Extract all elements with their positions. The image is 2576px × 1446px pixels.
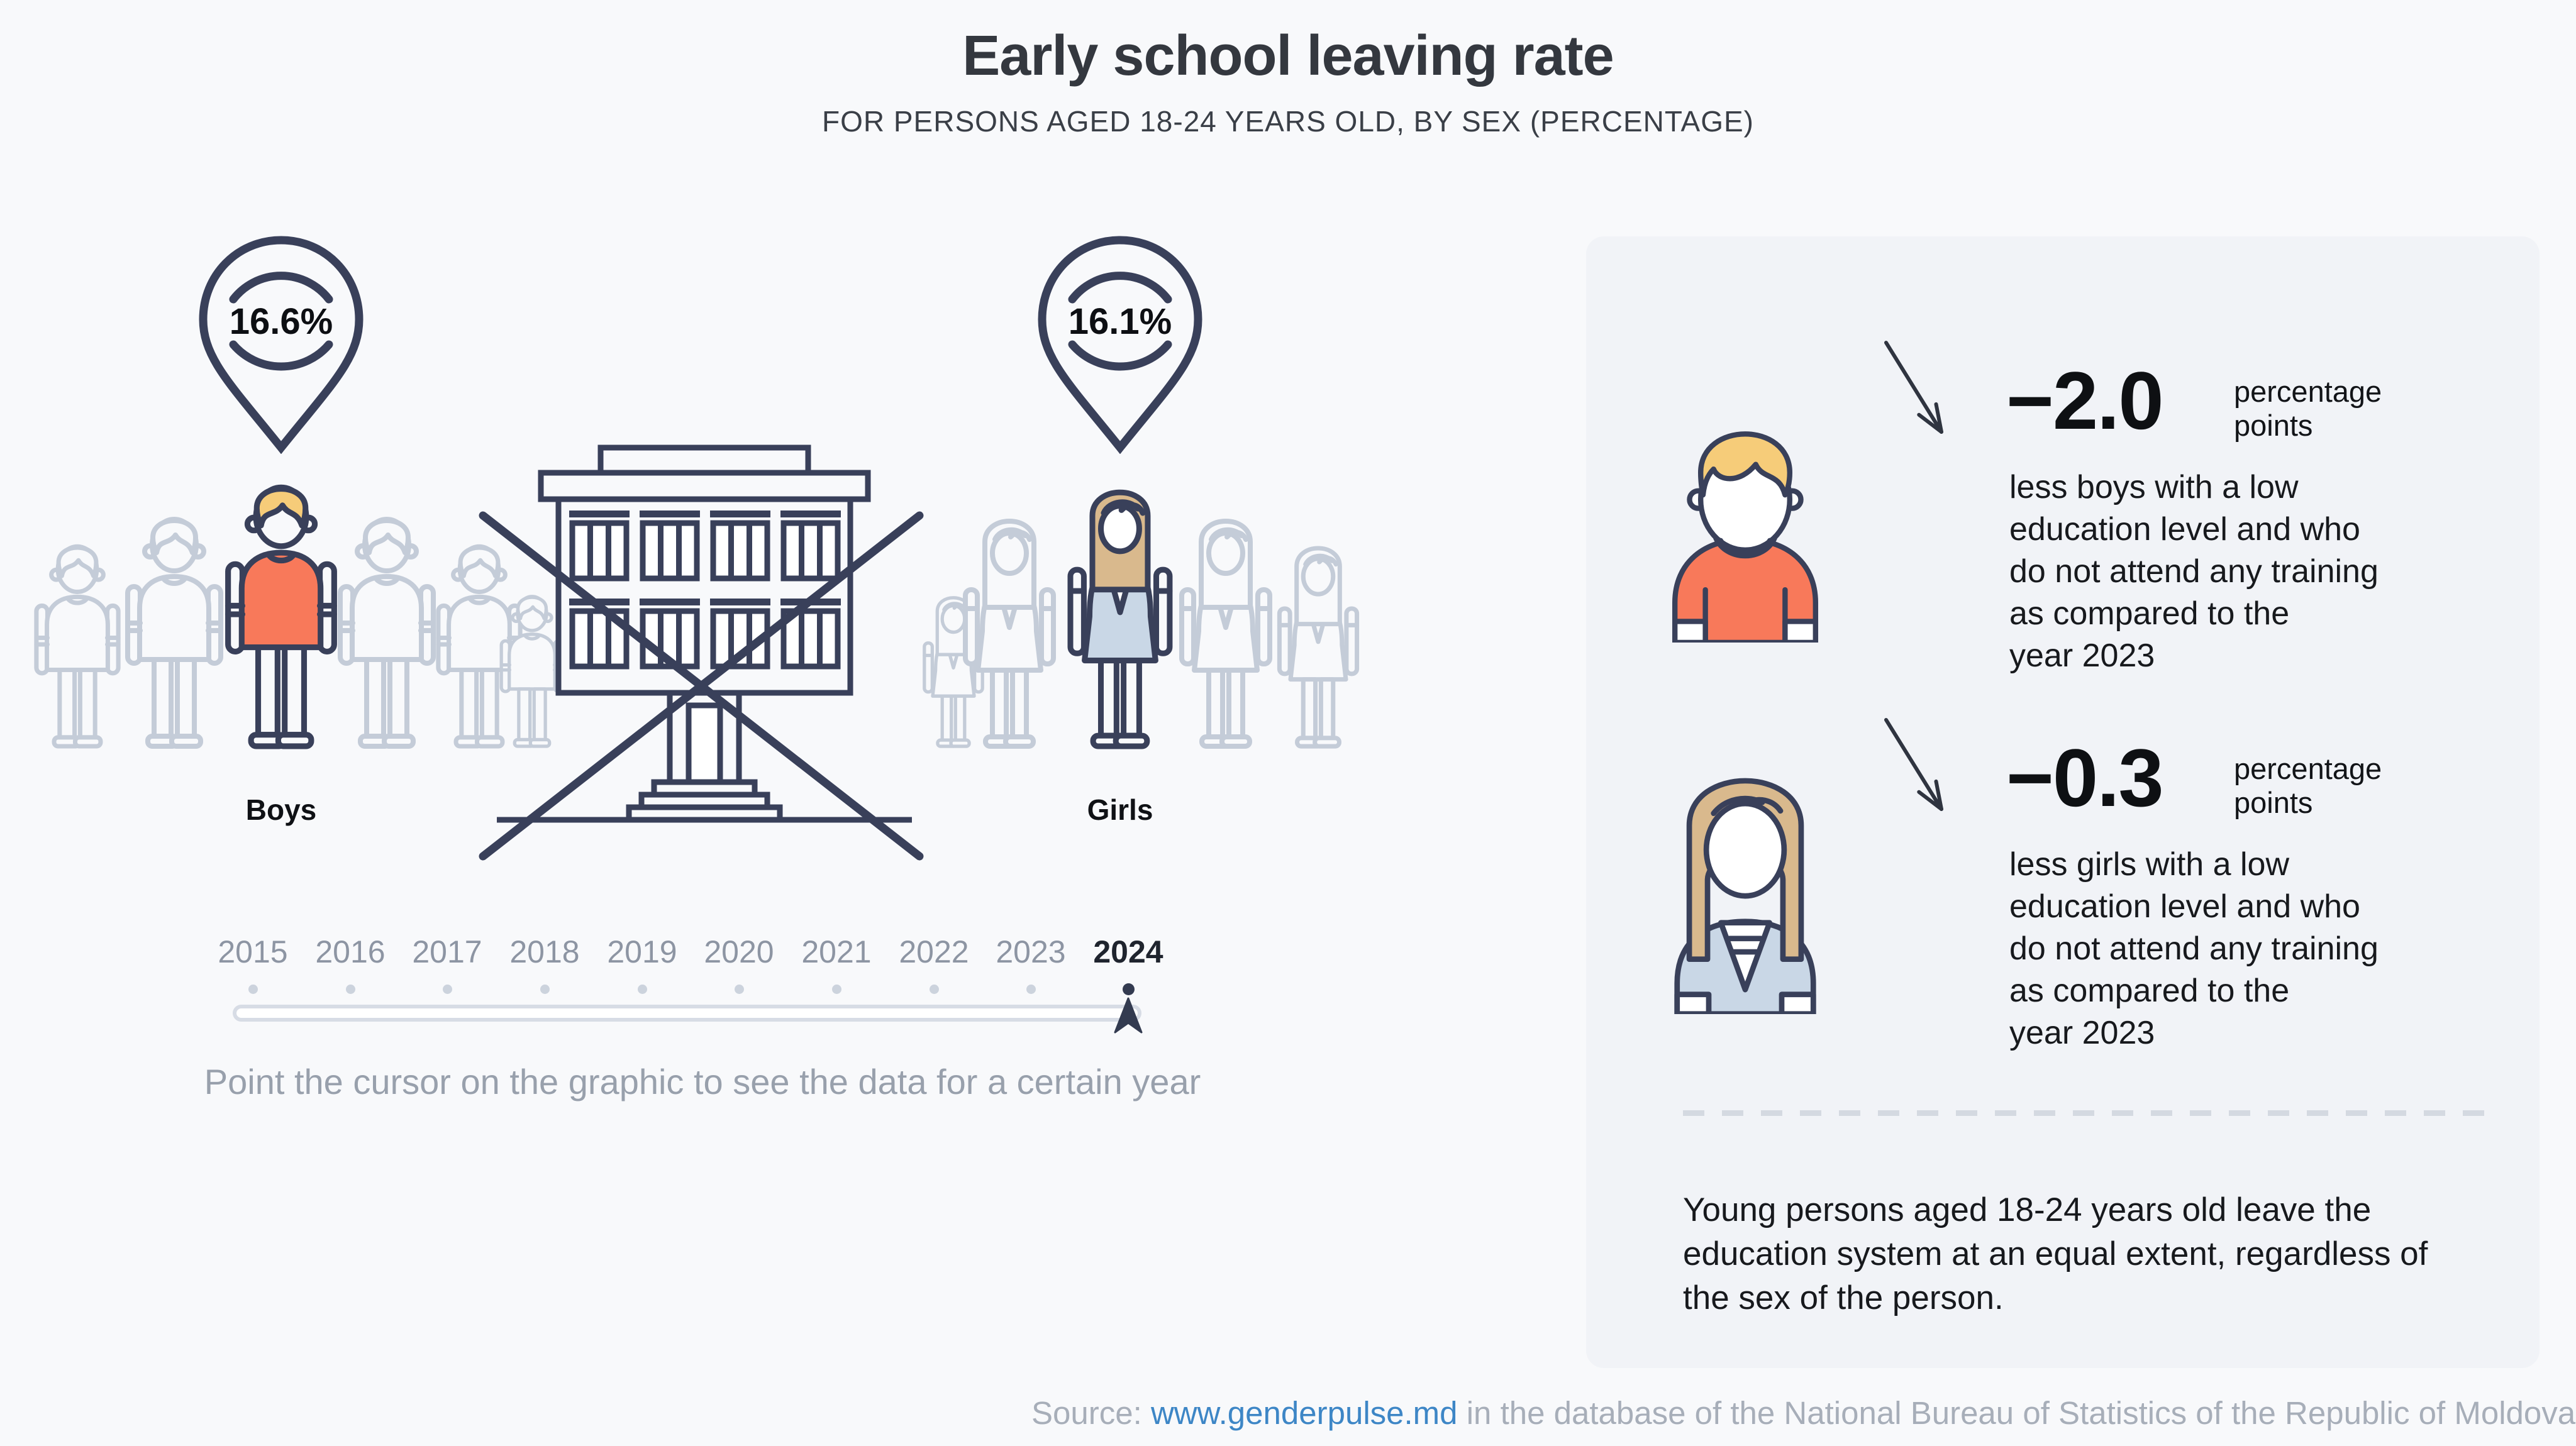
boys-rate-value: 16.6%	[229, 301, 333, 342]
page-subtitle: FOR PERSONS AGED 18-24 YEARS OLD, BY SEX…	[822, 105, 1754, 138]
boy-figure-icon	[36, 546, 118, 746]
girl-figure-icon	[965, 521, 1053, 746]
timeline-year[interactable]: 2015	[218, 934, 288, 969]
boys-delta-value: −2.0	[2006, 355, 2164, 446]
boys-pin-icon	[199, 236, 364, 454]
timeline-year[interactable]: 2020	[704, 934, 774, 969]
timeline-cursor-icon[interactable]	[1112, 997, 1145, 1036]
timeline-year[interactable]: 2019	[607, 934, 677, 969]
timeline-dot-selected[interactable]	[1122, 983, 1135, 995]
timeline-hint: Point the cursor on the graphic to see t…	[204, 1062, 1201, 1101]
timeline-dot[interactable]	[345, 985, 355, 994]
timeline-track[interactable]	[233, 1005, 1141, 1022]
source-link[interactable]: www.genderpulse.md	[1150, 1395, 1458, 1431]
timeline-year[interactable]: 2021	[801, 934, 872, 969]
boy-avatar-icon	[1672, 431, 1819, 643]
girls-rate-value: 16.1%	[1068, 301, 1172, 342]
girls-group-label: Girls	[1087, 793, 1153, 826]
panel-summary-text: Young persons aged 18-24 years old leave…	[1683, 1191, 2428, 1316]
timeline-year[interactable]: 2017	[412, 934, 482, 969]
girls-figures-group	[924, 492, 1357, 746]
boy-figure-icon	[128, 519, 221, 746]
girls-delta-unit: percentage points	[2234, 752, 2382, 819]
school-building-icon	[497, 444, 912, 823]
boys-group-label: Boys	[245, 793, 317, 826]
girls-pin-icon	[1038, 236, 1202, 454]
decrease-arrow-icon	[1884, 718, 1943, 811]
source-suffix: in the database of the National Bureau o…	[1457, 1395, 2576, 1431]
girl-figure-icon	[1182, 521, 1270, 746]
timeline-year[interactable]: 2023	[996, 934, 1066, 969]
boy-figure-icon	[340, 519, 433, 746]
timeline-year[interactable]: 2022	[899, 934, 969, 969]
timeline-dot[interactable]	[248, 985, 258, 994]
timeline-year-selected[interactable]: 2024	[1093, 934, 1163, 969]
page-title: Early school leaving rate	[962, 25, 1614, 87]
boys-figures-group	[36, 487, 563, 746]
timeline-year[interactable]: 2016	[315, 934, 386, 969]
boys-delta-unit: percentage points	[2234, 375, 2382, 442]
girl-avatar-icon	[1674, 778, 1816, 1014]
timeline-dot[interactable]	[929, 985, 939, 994]
source-prefix: Source:	[1031, 1395, 1151, 1431]
highlighted-boy-figure-icon	[228, 487, 335, 746]
girls-delta-value: −0.3	[2006, 732, 2164, 824]
timeline-year[interactable]: 2018	[509, 934, 580, 969]
highlighted-girl-figure-icon	[1070, 492, 1170, 746]
timeline-dot[interactable]	[1026, 985, 1036, 994]
decrease-arrow-icon	[1884, 341, 1943, 434]
girl-figure-icon	[1279, 548, 1357, 746]
timeline-dot[interactable]	[442, 985, 452, 994]
dashed-divider	[1683, 1110, 2484, 1116]
cross-out-icon	[479, 511, 924, 861]
timeline-dot[interactable]	[734, 985, 744, 994]
girls-delta-description: less girls with a low education level an…	[2009, 846, 2379, 1051]
timeline-dot[interactable]	[831, 985, 841, 994]
school-leaving-illustration	[0, 444, 1446, 861]
source-line: Source: www.genderpulse.md in the databa…	[1031, 1394, 2576, 1432]
boys-delta-description: less boys with a low education level and…	[2009, 469, 2379, 674]
timeline-dot[interactable]	[540, 985, 550, 994]
timeline-dot[interactable]	[637, 985, 647, 994]
